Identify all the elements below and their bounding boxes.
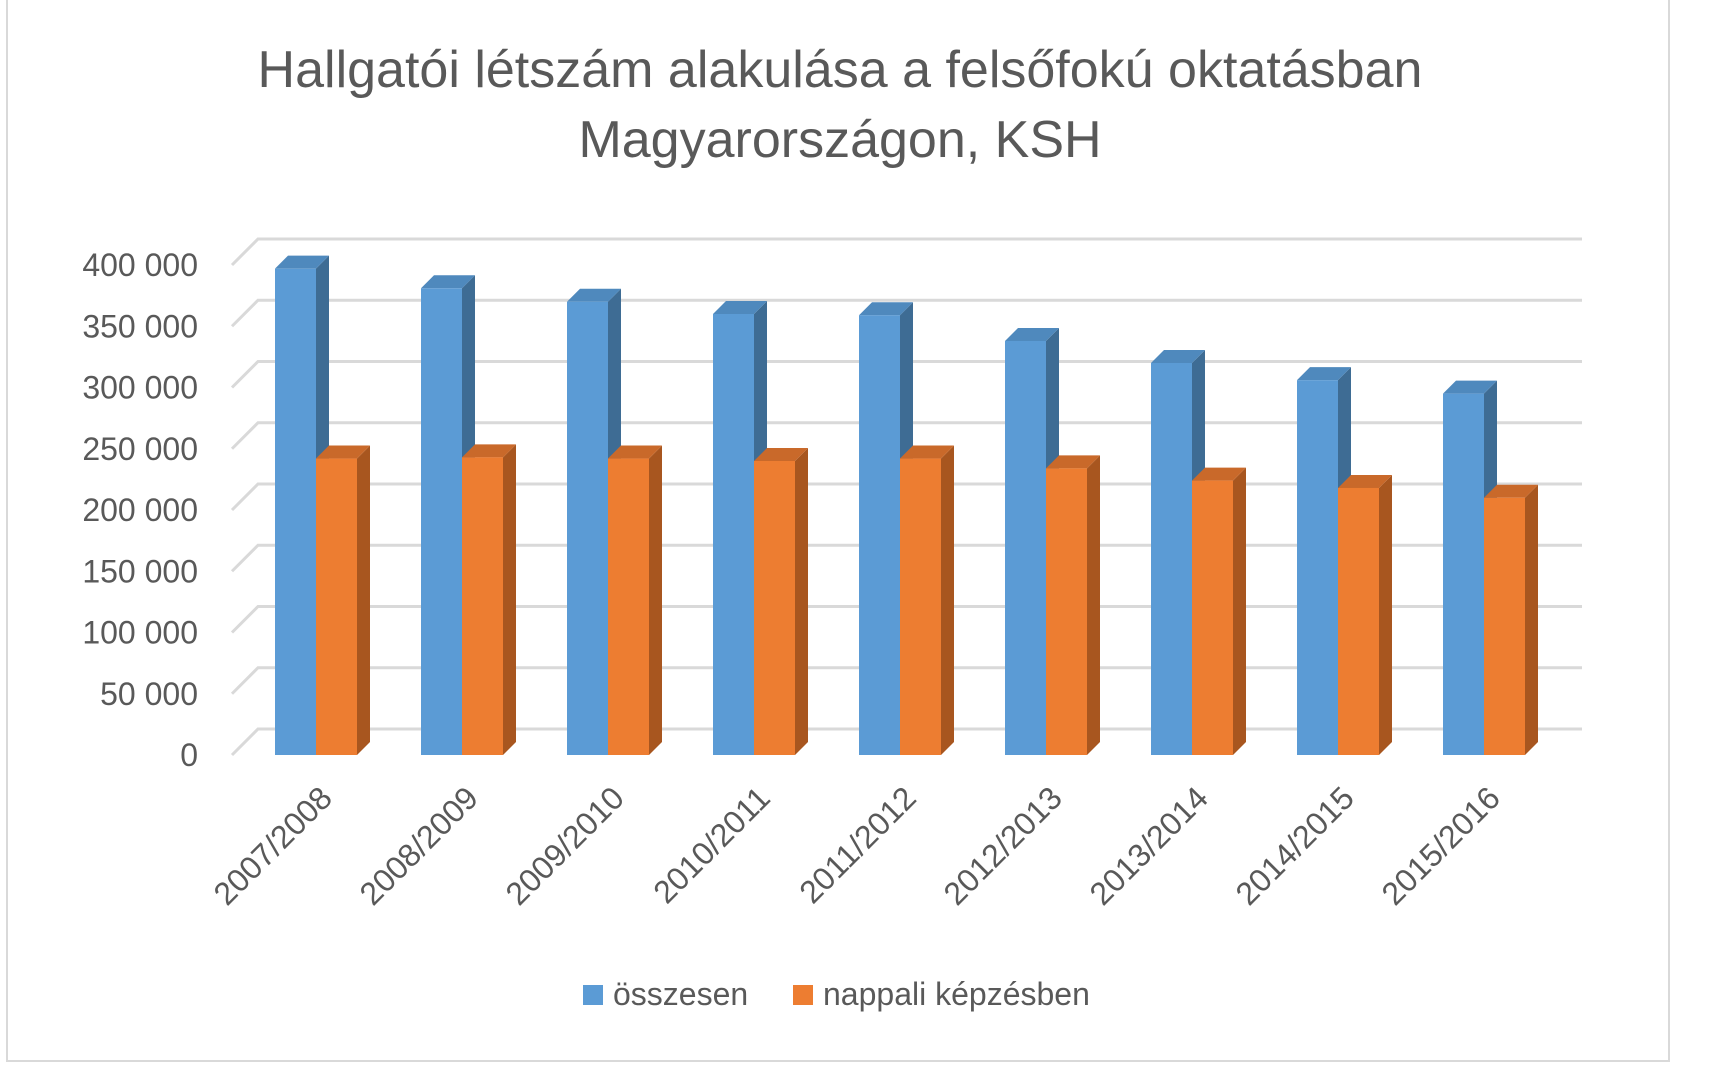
y-tick-label: 100 000 [82,615,198,651]
gridline [230,727,1582,757]
bar-side [649,445,662,755]
x-tick-label: 2014/2015 [1229,779,1361,911]
bar-top [1338,474,1392,488]
bar-top [1484,484,1538,498]
chart-title-line-2: Magyarországon, KSH [578,111,1101,169]
bar-top [754,448,808,461]
legend: összesen nappali képzésben [583,976,1090,1012]
x-tick-label: 2007/2008 [207,779,339,911]
legend-swatch [793,985,813,1005]
gridline [230,666,1582,695]
y-tick-label: 0 [180,737,198,773]
bar-front [713,314,754,755]
bar-top [1046,455,1100,469]
bar-top [1151,350,1205,363]
gridline [230,482,1582,512]
bar-front [1005,340,1046,755]
y-tick-label: 200 000 [82,492,198,528]
x-tick-label: 2012/2013 [937,779,1069,911]
bar-nappali-2011-2012 [900,445,954,755]
x-tick-label: 2009/2010 [499,779,631,911]
bar-side [1379,474,1392,755]
y-tick-label: 50 000 [100,676,198,712]
x-axis: 2007/2008 2008/2009 2009/2010 2010/2011 2011… [207,779,1507,911]
bar-top [421,275,475,289]
bar-side [1525,484,1538,755]
bar-front [421,288,462,755]
bar-side [503,444,516,755]
x-tick-label: 2008/2009 [353,779,485,911]
bar-side [941,445,954,755]
bar-side [1233,467,1246,755]
bar-top [567,288,621,302]
bar-top [1443,380,1497,394]
bar-top [1005,327,1059,341]
bars [275,255,1538,756]
gridline [230,298,1582,328]
y-tick-label: 300 000 [82,370,198,406]
legend-label: összesen [613,976,748,1012]
y-tick-label: 400 000 [82,247,198,283]
bar-nappali-2012-2013 [1046,455,1100,755]
bar-side [795,448,808,755]
x-tick-label: 2011/2012 [792,779,923,910]
bar-front [316,458,357,755]
y-axis: 0 50 000 100 000 150 000 200 000 250 000 300 0… [82,247,198,773]
x-tick-label: 2013/2014 [1083,779,1215,911]
x-tick-label: 2010/2011 [646,779,777,910]
bar-side [357,445,370,755]
x-tick-label: 2015/2016 [1375,779,1507,911]
bar-top [1297,367,1351,381]
bar-nappali-2014-2015 [1338,474,1392,755]
legend-item-nappali: nappali képzésben [793,976,1090,1012]
gridline [230,421,1582,450]
bar-top [608,445,662,459]
gridline [230,543,1582,573]
legend-swatch [583,985,603,1005]
bar-front [462,457,503,755]
bar-osszesen-2012-2013 [1005,327,1059,755]
chart-title-line-1: Hallgatói létszám alakulása a felsőfokú … [258,41,1423,99]
bar-top [859,302,913,316]
bar-nappali-2010-2011 [754,448,808,755]
bar-top [900,445,954,459]
bar-side [1087,455,1100,755]
gridline [230,360,1582,389]
bar-front [567,301,608,755]
bar-front [900,458,941,755]
bar-top [1192,467,1246,481]
bar-front [1151,363,1192,755]
bar-front [608,458,649,755]
bar-top [462,444,516,458]
bar-nappali-2009-2010 [608,445,662,755]
bar-front [1046,468,1087,755]
bar-front [1443,393,1484,755]
bar-nappali-2013-2014 [1192,467,1246,755]
legend-item-osszesen: összesen [583,976,748,1012]
bar-top [713,301,767,314]
chart-title: Hallgatói létszám alakulása a felsőfokú … [258,41,1423,169]
bar-nappali-2008-2009 [462,444,516,755]
bar-front [1484,497,1525,755]
gridlines [230,237,1582,757]
y-tick-label: 350 000 [82,308,198,344]
bar-nappali-2015-2016 [1484,484,1538,755]
y-tick-label: 150 000 [82,553,198,589]
bar-nappali-2007-2008 [316,445,370,755]
bar-top [316,445,370,459]
bar-front [275,268,316,755]
bar-osszesen-2008-2009 [421,275,475,755]
y-tick-label: 250 000 [82,431,198,467]
legend-label: nappali képzésben [823,976,1090,1012]
bar-front [1338,487,1379,755]
bar-top [275,255,329,269]
gridline [230,237,1582,267]
bar-front [1192,480,1233,755]
bar-front [859,315,900,755]
bar-front [754,461,795,755]
bar-front [1297,380,1338,755]
gridline [230,605,1582,634]
